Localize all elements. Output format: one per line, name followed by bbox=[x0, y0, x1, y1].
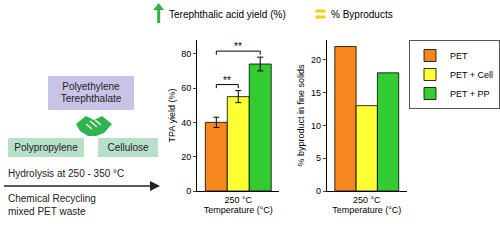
html-text:Hydrolysis at 250 - 350 °C: Hydrolysis at 250 - 350 °C bbox=[8, 168, 125, 179]
svg-text:Temperature (°C): Temperature (°C) bbox=[332, 205, 401, 215]
html-text:mixed PET waste: mixed PET waste bbox=[8, 206, 86, 217]
svg-text:PET: PET bbox=[450, 51, 468, 61]
svg-text:Terephthalic acid yield (%): Terephthalic acid yield (%) bbox=[169, 9, 286, 20]
svg-text:250 °C: 250 °C bbox=[353, 195, 381, 205]
svg-text:40: 40 bbox=[181, 118, 191, 128]
svg-text:15: 15 bbox=[311, 88, 321, 98]
svg-text:10: 10 bbox=[311, 121, 321, 131]
svg-text:TPA yield (%): TPA yield (%) bbox=[167, 89, 177, 143]
html-text:Polypropylene: Polypropylene bbox=[14, 141, 78, 153]
svg-text:Temperature (°C): Temperature (°C) bbox=[204, 205, 273, 215]
html-text:Chemical Recycling: Chemical Recycling bbox=[8, 193, 96, 204]
svg-text:20: 20 bbox=[311, 55, 321, 65]
svg-text:**: ** bbox=[234, 41, 242, 52]
svg-text:250 °C: 250 °C bbox=[224, 195, 252, 205]
svg-text:5: 5 bbox=[316, 153, 321, 163]
svg-text:0: 0 bbox=[186, 186, 191, 196]
svg-text:60: 60 bbox=[181, 83, 191, 93]
svg-text:20: 20 bbox=[181, 152, 191, 162]
svg-text:80: 80 bbox=[181, 49, 191, 59]
svg-text:PET + Cell: PET + Cell bbox=[450, 70, 493, 80]
html-text:Terephthalate: Terephthalate bbox=[60, 93, 122, 104]
svg-text:PET + PP: PET + PP bbox=[450, 89, 490, 99]
svg-text:**: ** bbox=[223, 75, 231, 86]
svg-text:% Byproducts: % Byproducts bbox=[331, 9, 393, 20]
svg-text:0: 0 bbox=[316, 186, 321, 196]
html-text:Polyethylene: Polyethylene bbox=[62, 81, 120, 92]
svg-text:% byproduct in fine solids: % byproduct in fine solids bbox=[296, 64, 306, 167]
html-text:Cellulose: Cellulose bbox=[107, 141, 149, 153]
